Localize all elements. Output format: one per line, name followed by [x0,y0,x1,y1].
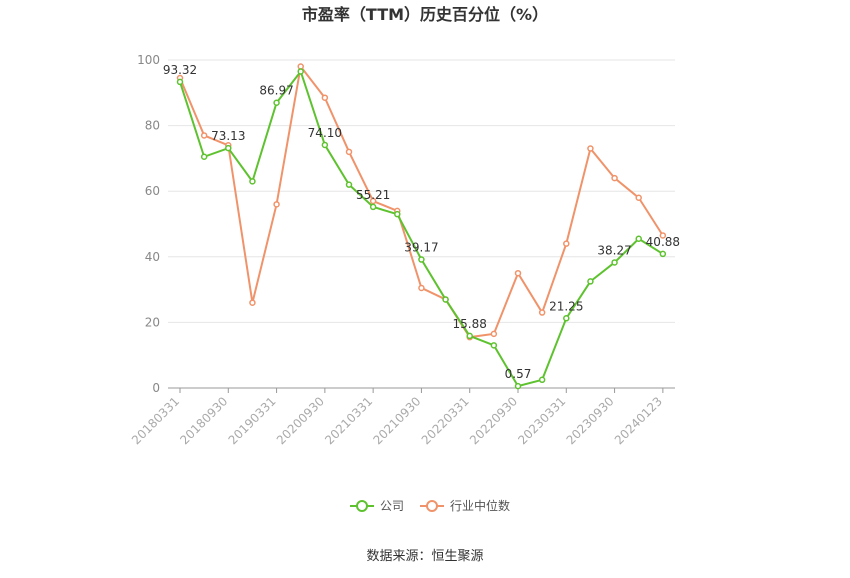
y-tick-label: 100 [137,53,160,67]
point [200,132,208,139]
x-tick-label: 20200930 [274,394,327,447]
data-label: 86.97 [259,84,293,98]
point [490,330,498,338]
point [587,145,594,152]
x-tick-label: 20220930 [467,394,520,447]
point [563,315,570,322]
point [369,197,377,205]
point [273,201,280,208]
point [563,240,570,247]
point [394,210,401,218]
point [442,296,449,303]
point [369,203,377,211]
point [200,153,208,161]
point [345,148,353,156]
y-tick-label: 20 [145,315,160,329]
source: 数据来源：恒生聚源 [366,549,483,564]
x-tick-label: 20220331 [419,394,472,447]
y-tick-label: 60 [145,184,160,198]
point [176,78,184,86]
data-label: 21.25 [549,299,583,313]
legend-label: 行业中位数 [450,498,510,513]
legend-marker [426,500,438,512]
point [345,181,353,188]
x-tick-label: 20210930 [370,394,423,447]
point [611,174,618,182]
data-label: 73.13 [211,129,245,143]
point [297,68,304,75]
point [587,278,594,285]
data-label: 74.10 [308,126,342,140]
point [321,94,329,101]
y-tick-label: 0 [152,381,160,395]
y-tick-label: 80 [145,119,160,133]
point [418,256,425,263]
x-tick-label: 20180331 [129,394,182,447]
chart-title: 市盈率（TTM）历史百分位（%） [302,5,548,24]
point [514,382,522,390]
point [635,235,642,243]
data-label: 38.27 [597,243,631,257]
point [659,250,667,258]
point [273,99,280,106]
data-label: 0.57 [505,367,532,381]
point [611,259,618,266]
series-line [179,69,664,388]
x-tick-label: 20190331 [226,394,279,447]
x-tick-label: 20210331 [322,394,375,447]
point [225,144,232,152]
data-label: 55.21 [356,188,390,202]
point [321,141,329,149]
y-tick-label: 40 [145,250,160,264]
x-tick-label: 20240123 [612,394,665,447]
point [538,376,546,384]
point [249,178,256,185]
legend-marker [356,500,368,512]
point [418,284,425,292]
point [490,342,498,349]
x-tick-label: 20230930 [564,394,617,447]
data-label: 39.17 [404,241,438,255]
data-label: 15.88 [453,317,487,331]
point [538,309,546,316]
x-tick-label: 20230331 [515,394,568,447]
data-label: 93.32 [163,63,197,77]
point [466,332,473,340]
legend-label: 公司 [380,499,404,513]
series-line [179,64,664,339]
point [249,299,256,306]
point [514,269,522,277]
data-label: 40.88 [646,235,680,249]
x-tick-label: 20180930 [177,394,230,447]
point [635,194,642,202]
point [659,232,667,239]
